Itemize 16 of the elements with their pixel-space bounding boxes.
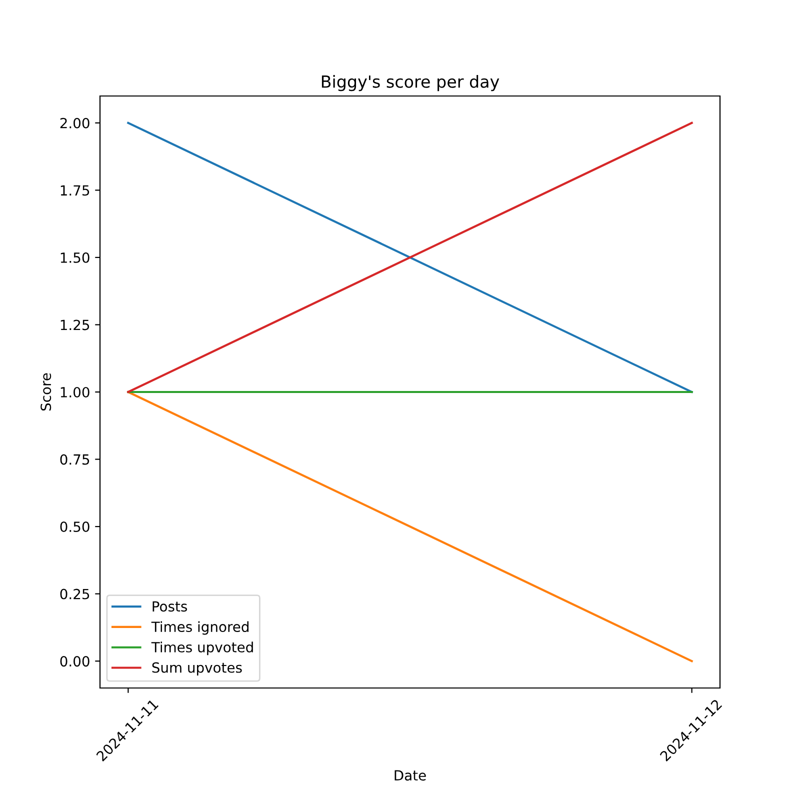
y-tick-label: 0.75	[60, 454, 90, 465]
x-axis-title: Date	[394, 770, 426, 781]
legend-label: Sum upvotes	[152, 662, 242, 676]
y-tick-label: 0.00	[60, 656, 90, 667]
legend-label: Times ignored	[151, 621, 248, 635]
legend-label: Posts	[152, 601, 187, 612]
legend-label: Times upvoted	[151, 642, 253, 656]
y-axis-title: Score	[40, 373, 52, 411]
y-tick-label: 1.25	[60, 320, 90, 330]
y-tick-label: 2.00	[60, 118, 90, 128]
chart-title: Biggy's score per day	[322, 75, 500, 92]
y-tick-label: 1.50	[60, 252, 90, 263]
y-tick-label: 0.25	[60, 588, 90, 600]
y-tick-label: 1.00	[60, 386, 90, 398]
y-tick-label: 0.50	[60, 522, 90, 532]
y-tick-label: 1.75	[60, 185, 90, 196]
